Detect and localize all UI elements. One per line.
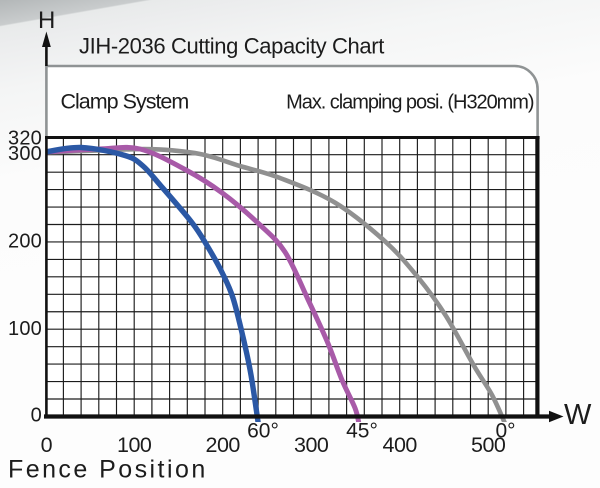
svg-text:Clamp System: Clamp System [61,90,189,114]
svg-text:100: 100 [8,318,42,340]
svg-text:500: 500 [471,433,506,457]
svg-text:0: 0 [41,433,53,457]
svg-text:300: 300 [8,143,42,165]
svg-text:400: 400 [383,433,418,457]
svg-text:W: W [564,399,592,431]
svg-text:Max. clamping posi. (H320mm): Max. clamping posi. (H320mm) [286,92,534,114]
svg-text:60°: 60° [247,420,279,443]
svg-text:0°: 0° [495,420,515,443]
svg-text:320: 320 [8,128,42,150]
svg-text:JIH-2036 Cutting Capacity Char: JIH-2036 Cutting Capacity Chart [79,34,384,59]
svg-text:300: 300 [294,433,329,457]
svg-text:200: 200 [8,231,42,253]
svg-text:200: 200 [206,433,241,457]
svg-text:H: H [38,7,55,34]
svg-text:0: 0 [31,405,42,427]
svg-text:45°: 45° [346,420,378,443]
svg-text:Fence Position: Fence Position [8,456,208,484]
svg-text:100: 100 [117,433,152,457]
